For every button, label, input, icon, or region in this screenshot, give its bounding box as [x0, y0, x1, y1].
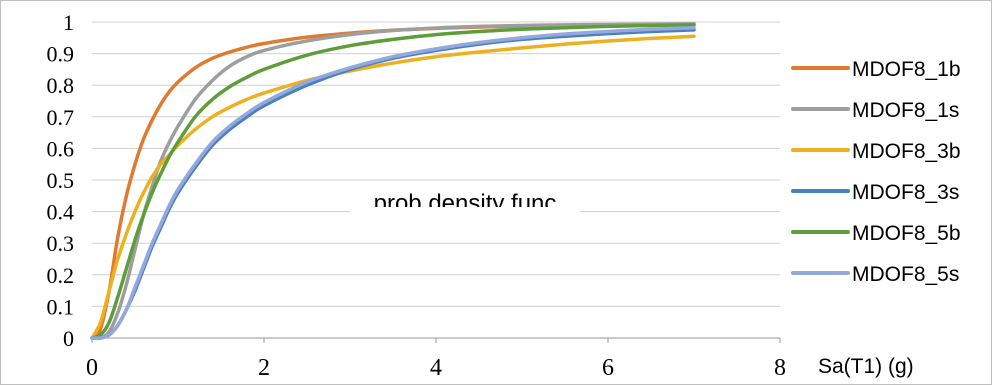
- x-tick-label: 8: [774, 355, 786, 381]
- y-tick-label: 1: [63, 10, 74, 35]
- y-tick-label: 0.7: [47, 105, 75, 130]
- y-tick-label: 0: [63, 326, 74, 351]
- y-tick-label: 0.4: [47, 200, 75, 225]
- x-tick-label: 4: [430, 355, 442, 381]
- x-tick-label: 2: [258, 355, 270, 381]
- annotation-mask: [350, 207, 580, 223]
- x-tick-label: 0: [86, 355, 98, 381]
- x-tick-label: 6: [602, 355, 614, 381]
- legend-label: MDOF8_5b: [852, 222, 961, 245]
- legend-label: MDOF8_1b: [852, 58, 961, 81]
- y-tick-label: 0.9: [47, 42, 75, 67]
- series-line-mdof8-5s: [90, 25, 696, 340]
- legend: MDOF8_1b MDOF8_1s MDOF8_3b MDOF8_3s MDOF8_5b…: [791, 58, 961, 286]
- y-tick-label: 0.1: [47, 294, 75, 319]
- y-tick-label: 0.8: [47, 73, 75, 98]
- y-tick-label: 0.6: [47, 136, 75, 161]
- series-line-mdof8-1s: [90, 22, 696, 341]
- y-tick-label: 0.3: [47, 231, 75, 256]
- series-line-mdof8-3b: [90, 34, 696, 340]
- legend-label: MDOF8_3b: [852, 140, 961, 163]
- legend-label: MDOF8_1s: [852, 99, 959, 122]
- y-tick-label: 0.5: [47, 168, 75, 193]
- series-line-mdof8-5b: [90, 23, 696, 340]
- y-tick-label: 0.2: [47, 263, 75, 288]
- x-axis-title: Sa(T1) (g): [818, 355, 914, 378]
- legend-label: MDOF8_3s: [852, 181, 959, 204]
- legend-label: MDOF8_5s: [852, 263, 959, 286]
- series-layer: [90, 22, 696, 341]
